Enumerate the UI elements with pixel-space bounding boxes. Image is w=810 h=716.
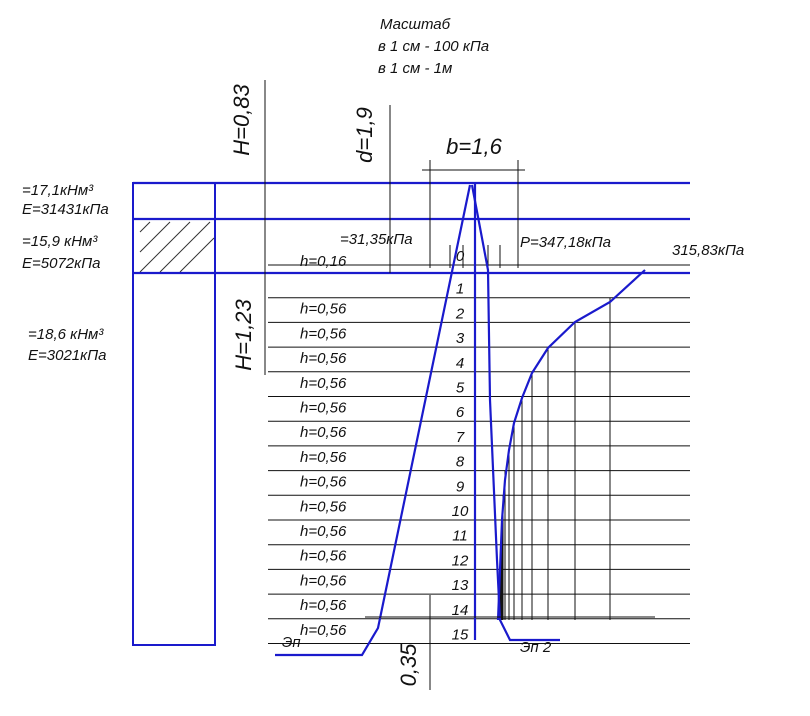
row-height: h=0,56 — [300, 301, 347, 318]
row-height: h=0,56 — [300, 597, 347, 614]
row-height: h=0,56 — [300, 572, 347, 589]
dimensions: H=0,83 d=1,9 b=1,6 H=1,23 0,35 — [229, 80, 525, 690]
scale-legend: Масштаб в 1 см - 100 кПа в 1 см - 1м — [378, 16, 489, 77]
row-height: h=0,56 — [300, 399, 347, 416]
load-label: P=347,18кПа — [520, 234, 611, 251]
point-number: 15 — [452, 626, 469, 643]
gamma: =15,9 кНм³ — [22, 233, 98, 250]
point-number: 0 — [456, 248, 465, 265]
diagram-label: Эп — [282, 634, 301, 651]
scale-line: в 1 см - 1м — [378, 60, 452, 77]
dim-label: H=0,83 — [229, 83, 254, 155]
row-height: h=0,56 — [300, 424, 347, 441]
dim-label: d=1,9 — [352, 107, 377, 163]
layer-labels: =17,1кНм³ E=31431кПа =15,9 кНм³ E=5072кП… — [22, 182, 109, 364]
modulus: E=31431кПа — [22, 201, 109, 218]
point-number: 9 — [456, 478, 465, 495]
point-number: 10 — [452, 503, 469, 520]
row-height: h=0,56 — [300, 325, 347, 342]
row-height: h=0,56 — [300, 350, 347, 367]
point-number: 2 — [455, 305, 465, 322]
point-number: 13 — [452, 577, 469, 594]
row-height: h=0,56 — [300, 474, 347, 491]
row-height: h=0,16 — [300, 253, 347, 270]
scale-title: Масштаб — [380, 16, 451, 33]
row-height: h=0,56 — [300, 449, 347, 466]
loads: =31,35кПа P=347,18кПа 315,83кПа — [340, 231, 744, 268]
soil-column — [132, 181, 690, 646]
point-number: 11 — [452, 528, 468, 545]
row-height: h=0,56 — [300, 548, 347, 565]
modulus: E=3021кПа — [28, 347, 106, 364]
rows: 0123456789101112131415h=0,16h=0,56h=0,56… — [268, 248, 690, 644]
point-number: 8 — [456, 454, 465, 471]
gamma: =17,1кНм³ — [22, 182, 94, 199]
dim-label: 0,35 — [396, 643, 421, 687]
point-number: 14 — [452, 602, 469, 619]
dim-label: H=1,23 — [231, 298, 256, 370]
dim-label: b=1,6 — [446, 134, 502, 159]
gamma: =18,6 кНм³ — [28, 326, 104, 343]
point-number: 12 — [452, 552, 469, 569]
row-height: h=0,56 — [300, 375, 347, 392]
row-height: h=0,56 — [300, 622, 347, 639]
diagram-curves: Эп Эп 2 — [275, 183, 655, 657]
row-height: h=0,56 — [300, 498, 347, 515]
point-number: 5 — [456, 379, 465, 396]
load-label: 315,83кПа — [672, 242, 744, 259]
load-label: =31,35кПа — [340, 231, 413, 248]
point-number: 1 — [456, 281, 464, 298]
point-number: 4 — [456, 355, 464, 372]
scale-line: в 1 см - 100 кПа — [378, 38, 489, 55]
point-number: 7 — [456, 429, 465, 446]
modulus: E=5072кПа — [22, 255, 100, 272]
row-height: h=0,56 — [300, 523, 347, 540]
point-number: 6 — [456, 404, 465, 421]
point-number: 3 — [456, 330, 465, 347]
diagram-label: Эп 2 — [520, 639, 552, 656]
